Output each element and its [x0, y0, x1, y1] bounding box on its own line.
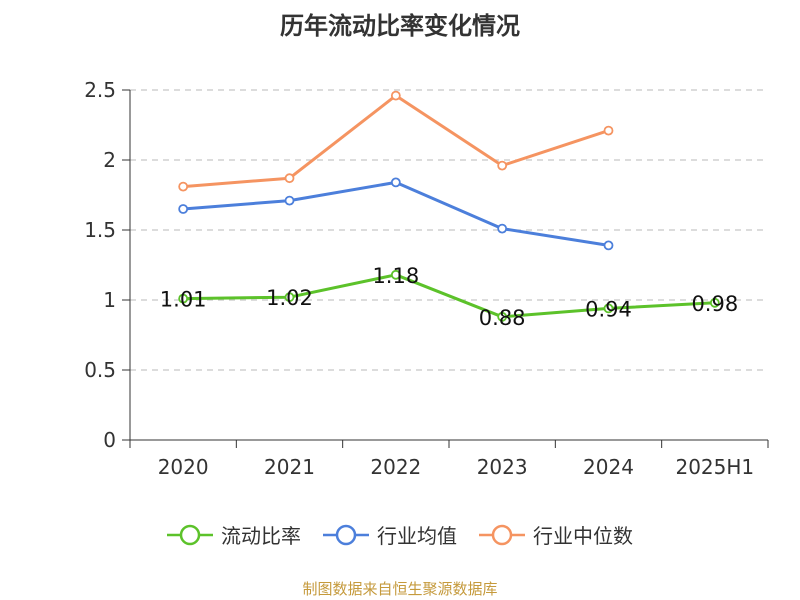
- x-tick-label: 2024: [583, 455, 634, 479]
- data-point: [178, 181, 189, 192]
- data-point: [390, 269, 401, 280]
- x-tick-label: 2025H1: [675, 455, 754, 479]
- grid-lines: [130, 89, 768, 371]
- legend-label: 流动比率: [221, 524, 301, 548]
- legend-item[interactable]: 行业均值: [323, 520, 457, 549]
- data-point: [497, 311, 508, 322]
- series-line-0: [183, 273, 715, 319]
- line-chart: 0 0.5 1 1.5 2 2.5 2020 2021 2022 2023 2024 2025H1 1…: [84, 78, 769, 479]
- data-point: [497, 160, 508, 171]
- data-point: [603, 125, 614, 136]
- axes: 0 0.5 1 1.5 2 2.5 2020 2021 2022 2023 2024 2025H1: [84, 78, 769, 479]
- legend-marker-icon: [323, 524, 369, 545]
- data-point: [284, 173, 295, 184]
- data-point: [603, 303, 614, 314]
- y-tick-label: 0.5: [84, 358, 116, 382]
- chart-title: 历年流动比率变化情况: [280, 12, 520, 40]
- y-tick-label: 1: [103, 288, 116, 312]
- data-point: [497, 223, 508, 234]
- y-tick-label: 1.5: [84, 218, 116, 242]
- data-label: 1.01: [160, 288, 207, 312]
- data-point: [603, 240, 614, 251]
- legend-label: 行业均值: [377, 524, 457, 548]
- x-tick-label: 2020: [158, 455, 209, 479]
- data-label: 0.98: [691, 292, 738, 316]
- y-tick-label: 2: [103, 148, 116, 172]
- source-note: 制图数据来自恒生聚源数据库: [302, 580, 498, 598]
- x-tick-label: 2023: [477, 455, 528, 479]
- data-point: [284, 292, 295, 303]
- y-tick-label: 0: [103, 428, 116, 452]
- series-line-1: [183, 180, 609, 247]
- x-tick-label: 2021: [264, 455, 315, 479]
- legend: 流动比率 行业均值 行业中位数: [0, 520, 800, 549]
- data-label: 1.18: [372, 264, 419, 288]
- series-line-2: [183, 94, 609, 189]
- data-point: [178, 204, 189, 214]
- x-tick-label: 2022: [370, 455, 421, 479]
- legend-label: 行业中位数: [533, 524, 633, 548]
- data-point: [178, 293, 189, 304]
- data-point: [709, 297, 720, 308]
- legend-item[interactable]: 流动比率: [167, 520, 301, 549]
- legend-marker-icon: [479, 524, 525, 545]
- data-point: [390, 177, 401, 188]
- y-tick-label: 2.5: [84, 78, 116, 102]
- series-layer: [178, 90, 720, 322]
- data-label: 0.94: [585, 297, 632, 321]
- legend-item[interactable]: 行业中位数: [479, 520, 633, 549]
- data-point: [284, 195, 295, 206]
- data-point: [390, 90, 401, 101]
- data-labels: 1.01 1.02 1.18 0.88 0.94 0.98: [160, 264, 738, 330]
- legend-marker-icon: [167, 524, 213, 545]
- data-label: 0.88: [479, 306, 526, 330]
- data-label: 1.02: [266, 286, 313, 310]
